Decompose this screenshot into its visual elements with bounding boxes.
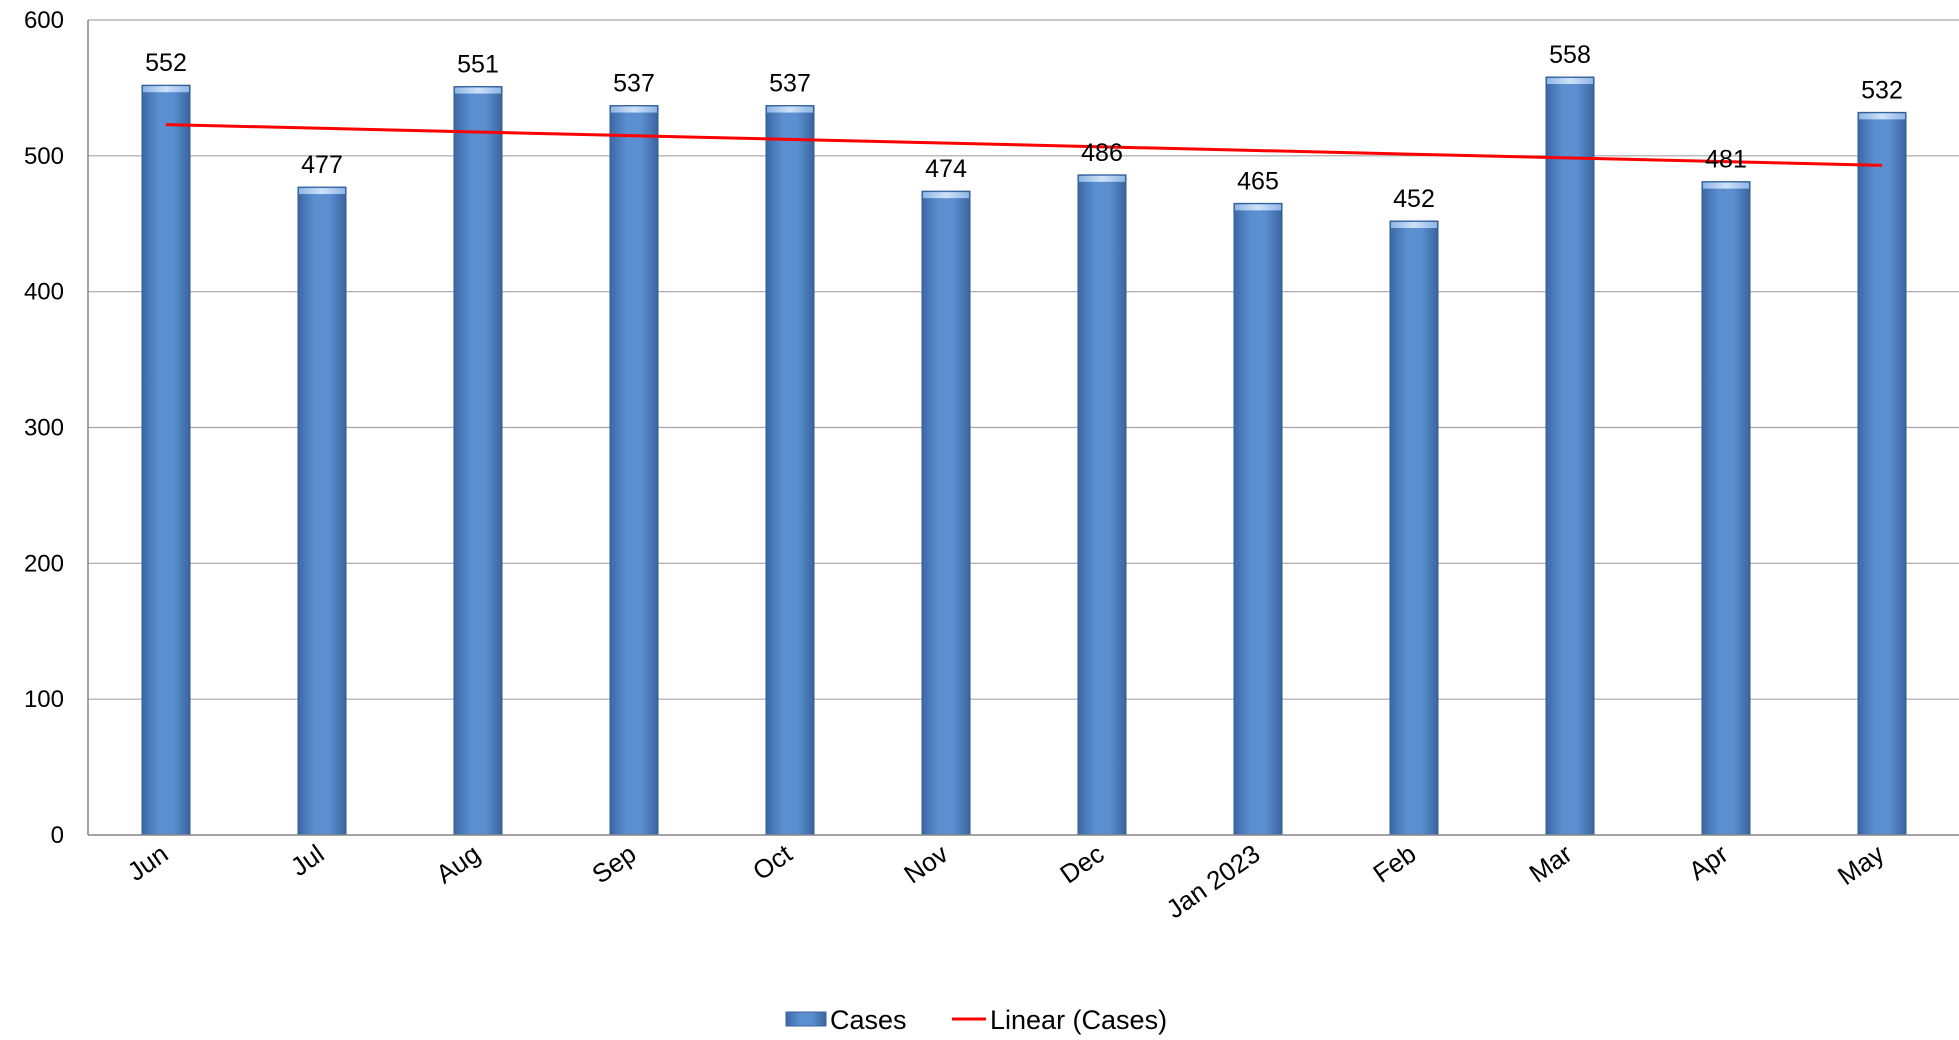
data-labels: 552 477 551 537 537 474 486 465 452 558 481 532: [145, 41, 1903, 213]
data-label: 465: [1237, 167, 1279, 195]
data-label: 551: [457, 51, 499, 79]
bar-cap: [1859, 113, 1905, 120]
bar-cap: [1235, 204, 1281, 211]
trendline: [165, 123, 1883, 167]
x-tick-label: Dec: [1054, 838, 1109, 889]
x-tick-label: Jun: [122, 838, 174, 887]
x-tick-label: Nov: [898, 838, 953, 889]
bar-cap: [767, 106, 813, 113]
x-tick-label: Feb: [1368, 838, 1422, 888]
y-tick-label: 500: [24, 143, 64, 170]
bar: [141, 84, 191, 836]
bar: [765, 105, 815, 836]
x-tick-label: Jul: [285, 838, 329, 882]
x-tick-label: Sep: [586, 838, 641, 889]
bars: [141, 76, 1907, 836]
y-tick-label: 600: [24, 7, 64, 34]
y-axis-tick-labels: 0 100 200 300 400 500 600: [24, 7, 64, 849]
bar: [921, 190, 971, 836]
y-tick-label: 200: [24, 550, 64, 577]
data-label: 558: [1549, 41, 1591, 69]
bar: [1701, 181, 1751, 836]
data-label: 481: [1705, 146, 1747, 174]
x-tick-label: May: [1832, 838, 1889, 891]
bar: [1077, 174, 1127, 836]
bar-cap: [611, 106, 657, 113]
data-label: 537: [613, 70, 655, 98]
bar-cap: [923, 192, 969, 199]
legend: Cases Linear (Cases): [785, 1005, 1167, 1035]
x-tick-label: Oct: [747, 838, 798, 886]
trendline-line: [165, 123, 1883, 167]
y-tick-label: 100: [24, 686, 64, 713]
legend-label-cases: Cases: [830, 1005, 907, 1035]
data-label: 537: [769, 70, 811, 98]
bar-cap: [143, 86, 189, 93]
bar-cap: [1547, 78, 1593, 85]
grid-lines: [88, 19, 1959, 700]
y-tick-label: 400: [24, 279, 64, 306]
bar: [1545, 76, 1595, 836]
bar: [1857, 111, 1907, 836]
bar-cap: [1079, 175, 1125, 182]
y-tick-label: 0: [51, 822, 64, 849]
y-tick-label: 300: [24, 415, 64, 442]
data-label: 477: [301, 151, 343, 179]
data-label: 474: [925, 155, 967, 183]
bar: [1233, 202, 1283, 836]
x-tick-label: Apr: [1683, 838, 1734, 886]
x-tick-label: Mar: [1524, 838, 1578, 888]
bar-cap: [1703, 182, 1749, 189]
bar-cap: [1391, 222, 1437, 229]
data-label: 452: [1393, 185, 1435, 213]
data-label: 532: [1861, 76, 1903, 104]
bar: [297, 186, 347, 836]
bar-cap: [299, 188, 345, 195]
bar: [453, 86, 503, 836]
data-label: 552: [145, 49, 187, 77]
axes: [87, 20, 1959, 836]
bar: [1389, 220, 1439, 836]
x-axis-tick-labels: Jun Jul Aug Sep Oct Nov Dec Jan 2023 Feb Mar Apr Ma…: [122, 838, 1890, 924]
legend-label-trendline: Linear (Cases): [990, 1005, 1167, 1035]
bar: [609, 105, 659, 836]
x-tick-label: Jan 2023: [1161, 838, 1266, 924]
legend-swatch-cases: [785, 1011, 827, 1027]
bar-cap: [455, 87, 501, 94]
x-tick-label: Aug: [430, 838, 485, 889]
data-label: 486: [1081, 139, 1123, 167]
